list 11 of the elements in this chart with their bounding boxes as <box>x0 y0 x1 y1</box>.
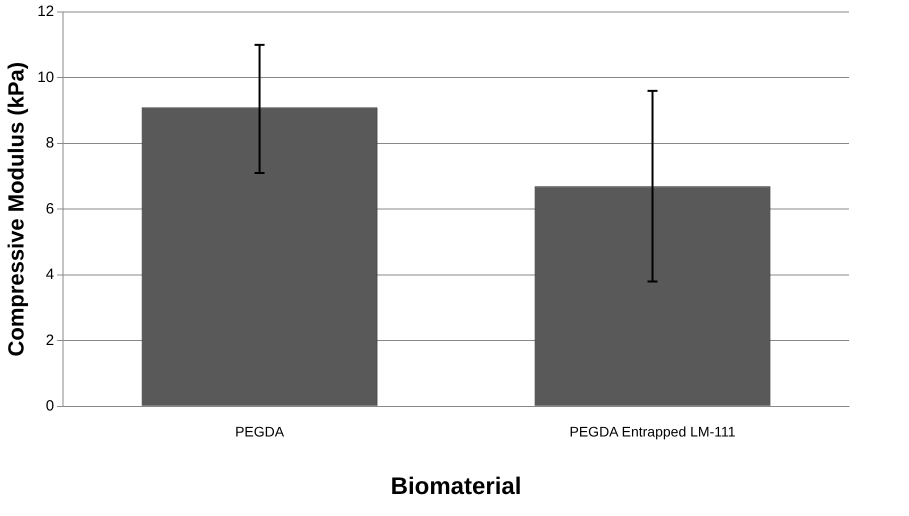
y-tick-label: 10 <box>37 68 54 86</box>
y-tick-label: 6 <box>46 200 54 218</box>
x-tick-label: PEGDA <box>235 424 285 440</box>
x-axis-title: Biomaterial <box>390 473 522 500</box>
y-tick-label: 4 <box>46 266 54 284</box>
y-tick-label: 8 <box>46 134 54 152</box>
y-tick-label: 0 <box>46 398 54 415</box>
y-tick-label: 12 <box>37 3 54 20</box>
y-tick-label: 2 <box>46 332 54 349</box>
x-tick-label: PEGDA Entrapped LM-111 <box>570 424 736 440</box>
y-axis-title: Compressive Modulus (kPa) <box>3 62 28 357</box>
